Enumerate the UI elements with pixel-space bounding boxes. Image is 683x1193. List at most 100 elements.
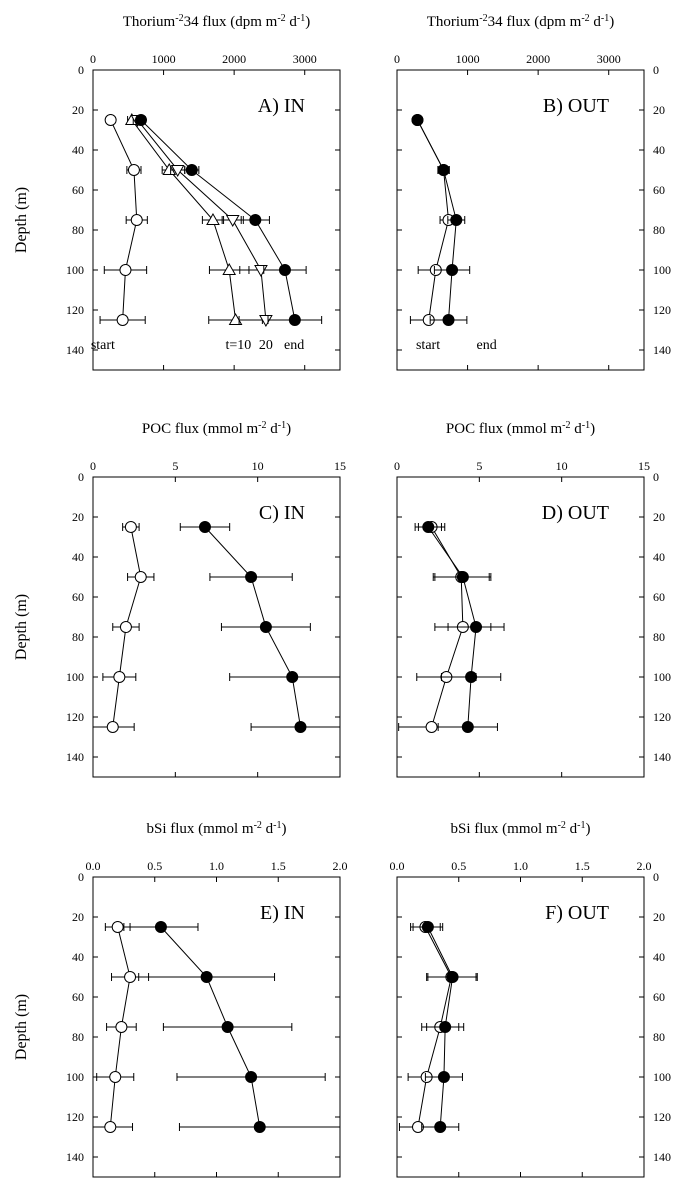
- title-text: Thorium: [123, 14, 176, 30]
- y-tick-label: 0: [78, 870, 84, 884]
- x-tick-label: 1.0: [209, 859, 224, 873]
- y-tick-label: 80: [653, 1030, 665, 1044]
- y-tick-label: 120: [653, 1110, 671, 1124]
- x-tick-label: 10: [252, 459, 264, 473]
- series-end: [179, 521, 341, 733]
- x-tick-label: 1.5: [575, 859, 590, 873]
- marker-open-triangle-up: [206, 212, 220, 225]
- panel-title: bSi flux (mmol m-2 d-1): [450, 820, 590, 838]
- title-text: ): [609, 14, 614, 30]
- series-end: [134, 114, 323, 326]
- marker-open-circle: [127, 164, 140, 176]
- panel-A: 0 1000 2000 3000020406080100120140Thorium-2…: [13, 13, 341, 371]
- y-tick-label: 140: [66, 343, 84, 357]
- marker-filled-circle: [198, 521, 211, 533]
- title-text: Thorium: [427, 14, 480, 30]
- y-tick-label: 140: [653, 1150, 671, 1164]
- series-start: [92, 921, 150, 1133]
- marker-filled-circle: [446, 264, 459, 276]
- title-text: ): [305, 14, 310, 30]
- title-superscript: -1: [273, 820, 281, 831]
- marker-open-triangle-down: [254, 265, 268, 278]
- y-tick-label: 140: [653, 343, 671, 357]
- title-text: ): [282, 821, 287, 837]
- marker-open-triangle-up: [228, 312, 243, 325]
- y-tick-label: 60: [72, 590, 84, 604]
- marker-filled-circle: [278, 264, 291, 276]
- x-tick-label: 0.5: [147, 859, 162, 873]
- y-tick-label: 60: [72, 990, 84, 1004]
- title-superscript: -2: [258, 420, 266, 431]
- marker-filled-circle: [439, 1021, 452, 1033]
- y-tick-label: 120: [66, 710, 84, 724]
- plot-frame: [92, 476, 341, 778]
- x-tick-label: 15: [638, 459, 650, 473]
- marker-open-circle: [124, 521, 137, 533]
- title-text: d: [571, 421, 583, 437]
- marker-filled-circle: [422, 521, 435, 533]
- title-text: d: [590, 14, 602, 30]
- y-tick-label: 60: [653, 590, 665, 604]
- panel-C: 0 5 10 15 0 20 40 60 80 100 120 140 POC flux (mmol m…: [13, 420, 346, 778]
- title-text: ): [586, 821, 591, 837]
- y-tick-label: 120: [66, 1110, 84, 1124]
- x-tick-label: 3000: [293, 52, 317, 66]
- x-tick-label: 15: [334, 459, 346, 473]
- y-tick-label: 100: [66, 670, 84, 684]
- marker-open-circle: [106, 721, 119, 733]
- marker-open-triangle-up: [222, 262, 237, 275]
- y-tick-label: 20: [653, 510, 665, 524]
- marker-open-circle: [124, 971, 137, 983]
- marker-filled-circle: [286, 671, 299, 683]
- y-tick-label: 20: [653, 910, 665, 924]
- marker-filled-circle: [294, 721, 307, 733]
- marker-filled-circle: [456, 571, 469, 583]
- plot-frame: [396, 69, 645, 371]
- plot-frame: [92, 69, 341, 371]
- marker-filled-circle: [249, 214, 262, 226]
- marker-filled-circle: [221, 1021, 234, 1033]
- x-tick-label: 1000: [456, 52, 480, 66]
- panel-label: B) OUT: [543, 95, 609, 117]
- panel-label: F) OUT: [545, 902, 609, 924]
- y-tick-label: 140: [66, 750, 84, 764]
- y-tick-label: 20: [72, 910, 84, 924]
- figure-panels: 0 1000 2000 3000020406080100120140Thorium-2…: [13, 13, 671, 1178]
- y-tick-label: 140: [653, 750, 671, 764]
- title-superscript: -1: [278, 420, 286, 431]
- panel-label: C) IN: [259, 502, 305, 524]
- x-tick-label: 0: [90, 52, 96, 66]
- x-tick-label: 2.0: [333, 859, 348, 873]
- panel-title: Thorium-234 flux (dpm m-2 d-1): [123, 13, 311, 31]
- marker-open-circle: [111, 921, 124, 933]
- marker-filled-circle: [470, 621, 483, 633]
- marker-filled-circle: [450, 214, 463, 226]
- x-tick-label: 0: [394, 52, 400, 66]
- x-tick-label: 0.5: [451, 859, 466, 873]
- series-t-10: [124, 112, 263, 325]
- x-tick-label: 5: [172, 459, 178, 473]
- title-superscript: -1: [582, 420, 590, 431]
- title-superscript: -2: [175, 13, 183, 24]
- marker-open-circle: [113, 671, 126, 683]
- marker-filled-circle: [465, 671, 478, 683]
- title-superscript: -2: [558, 820, 566, 831]
- marker-filled-circle: [185, 164, 198, 176]
- marker-open-triangle-down: [170, 165, 185, 178]
- title-superscript: -2: [562, 420, 570, 431]
- x-tick-label: 2.0: [637, 859, 652, 873]
- y-tick-label: 40: [653, 950, 665, 964]
- y-tick-label: 40: [72, 143, 84, 157]
- marker-open-circle: [425, 721, 438, 733]
- title-superscript: -1: [601, 13, 609, 24]
- x-tick-label: 0: [394, 459, 400, 473]
- x-tick-label: 2000: [526, 52, 550, 66]
- y-tick-label: 20: [72, 103, 84, 117]
- marker-open-triangle-down: [259, 315, 273, 328]
- series-start: [99, 114, 148, 326]
- title-text: d: [566, 821, 578, 837]
- marker-filled-circle: [154, 921, 167, 933]
- annotation-label: end: [284, 338, 304, 353]
- y-tick-label: 140: [66, 1150, 84, 1164]
